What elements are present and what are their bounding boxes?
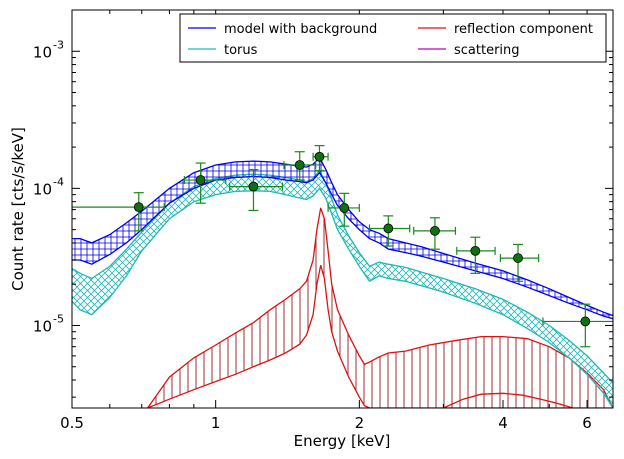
x-tick-label: 0.5 bbox=[60, 414, 84, 432]
data-marker bbox=[383, 223, 394, 234]
y-tick-label: 10 bbox=[33, 180, 52, 198]
data-point bbox=[368, 215, 411, 247]
data-point bbox=[456, 236, 496, 274]
data-point bbox=[183, 162, 227, 204]
data-point bbox=[499, 243, 540, 282]
plot-frame bbox=[71, 9, 614, 409]
legend-box bbox=[179, 13, 607, 63]
model-upper-line bbox=[72, 156, 613, 317]
bands-layer bbox=[72, 156, 613, 408]
y-tick-exponent: -3 bbox=[53, 38, 64, 51]
data-marker bbox=[294, 160, 305, 170]
data-marker bbox=[513, 253, 523, 263]
y-tick-label: 10 bbox=[33, 43, 52, 61]
legend-entry: torus bbox=[188, 43, 258, 58]
y-tick-exponent: -4 bbox=[53, 175, 64, 188]
legend-label: reflection component bbox=[454, 22, 593, 37]
data-marker bbox=[470, 245, 481, 256]
data-marker bbox=[248, 181, 259, 192]
reflection-lower-curve bbox=[443, 392, 573, 408]
data-point bbox=[327, 192, 360, 227]
x-tick-label: 1 bbox=[211, 414, 221, 432]
y-tick-exponent: -5 bbox=[53, 312, 64, 325]
data-marker bbox=[339, 203, 350, 213]
legend: model with background reflection componen… bbox=[179, 13, 607, 63]
legend-items: model with background reflection componen… bbox=[188, 22, 593, 58]
reflection-upper-line bbox=[147, 207, 613, 408]
ticks-layer: 0.5 1 2 4 610-510-410-3 bbox=[33, 10, 613, 432]
data-layer bbox=[72, 145, 613, 348]
data-marker bbox=[314, 151, 325, 162]
legend-entry: scattering bbox=[418, 43, 520, 58]
data-point bbox=[229, 169, 284, 212]
data-point bbox=[312, 145, 329, 172]
reflection-lower-line bbox=[147, 265, 613, 408]
data-marker bbox=[195, 175, 206, 185]
data-marker bbox=[580, 316, 591, 327]
x-tick-label: 4 bbox=[498, 414, 508, 432]
data-point bbox=[72, 192, 165, 232]
data-marker bbox=[133, 202, 144, 213]
x-tick-label: 6 bbox=[582, 414, 592, 432]
data-point bbox=[542, 303, 613, 348]
legend-entry: reflection component bbox=[418, 22, 593, 37]
legend-label: scattering bbox=[454, 43, 520, 58]
legend-label: torus bbox=[224, 43, 258, 58]
y-axis-label: Count rate [cts/s/keV] bbox=[9, 127, 27, 291]
data-point bbox=[283, 151, 317, 181]
x-axis-label: Energy [keV] bbox=[294, 432, 391, 450]
torus-lower-line bbox=[72, 187, 613, 408]
legend-label: model with background bbox=[224, 22, 377, 37]
y-tick-label: 10 bbox=[33, 317, 52, 335]
x-tick-label: 2 bbox=[355, 414, 365, 432]
data-point bbox=[413, 217, 457, 250]
legend-entry: model with background bbox=[188, 22, 377, 37]
model-lower-line bbox=[72, 171, 613, 320]
reflection-band-fill bbox=[147, 207, 613, 408]
data-marker bbox=[430, 225, 440, 236]
